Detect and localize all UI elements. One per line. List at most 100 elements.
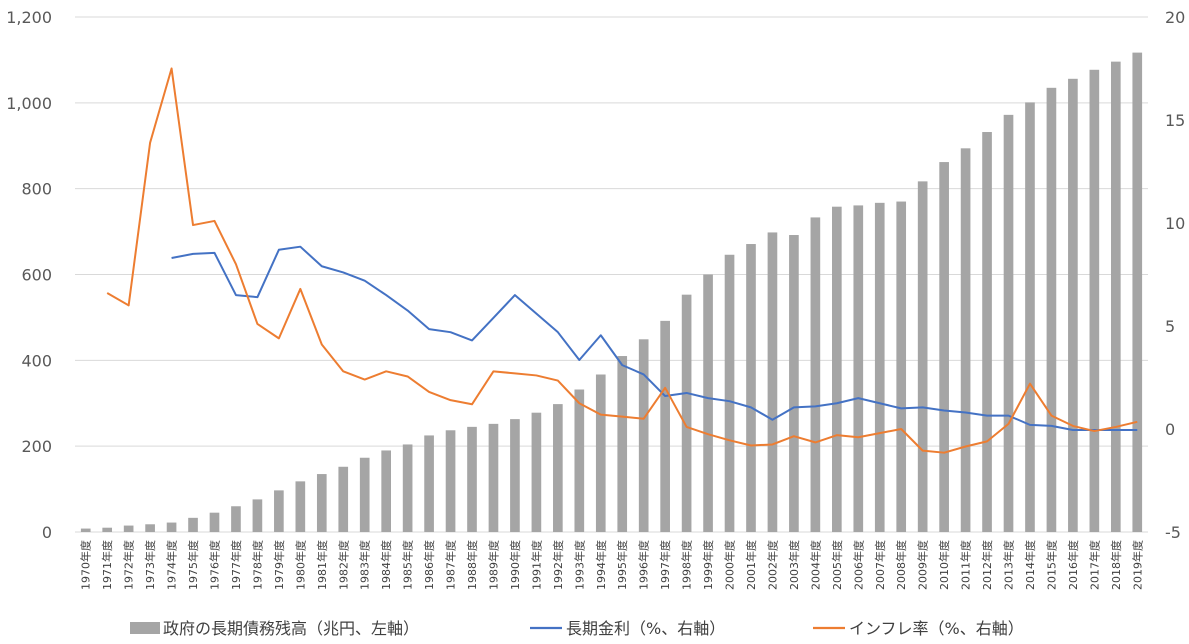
x-tick-label: 1972年度 (122, 540, 136, 590)
x-tick-label: 1983年度 (358, 540, 372, 590)
bar (724, 254, 735, 532)
legend-swatch-debt (130, 622, 160, 634)
bar (896, 201, 907, 532)
bar (939, 162, 949, 532)
x-tick-label: 1975年度 (186, 540, 200, 590)
bar (853, 205, 864, 532)
x-tick-label: 1989年度 (486, 540, 500, 590)
bar (681, 294, 692, 532)
left-tick-label: 600 (21, 266, 52, 285)
bar (617, 356, 628, 532)
bar (810, 217, 821, 532)
x-tick-label: 1978年度 (250, 540, 264, 590)
x-tick-label: 2017年度 (1087, 540, 1101, 590)
x-tick-label: 2019年度 (1130, 540, 1144, 590)
x-tick-label: 1981年度 (315, 540, 329, 590)
right-axis-ticks: -5 0 5 10 15 20 (1165, 8, 1185, 542)
x-tick-label: 1973年度 (143, 540, 157, 590)
right-tick-label: 15 (1165, 111, 1185, 130)
bar (166, 522, 177, 532)
left-tick-label: 200 (21, 437, 52, 456)
x-tick-label: 2010年度 (937, 540, 951, 590)
x-tick-label: 1993年度 (572, 540, 586, 590)
x-tick-label: 2004年度 (808, 540, 822, 590)
bar (209, 512, 220, 532)
line-inflation (106, 67, 1138, 454)
x-tick-label: 1980年度 (293, 540, 307, 590)
x-tick-label: 1994年度 (594, 540, 608, 590)
bar (703, 274, 713, 532)
line-series (106, 67, 1138, 454)
right-tick-label: 20 (1165, 8, 1185, 27)
bar (188, 517, 198, 532)
bar (145, 524, 155, 532)
bar (338, 466, 349, 532)
bar (467, 426, 477, 532)
bar (316, 474, 327, 532)
bar (488, 423, 499, 532)
x-tick-label: 2013年度 (1002, 540, 1016, 590)
x-tick-label: 1977年度 (229, 540, 243, 590)
x-tick-label: 1990年度 (508, 540, 522, 590)
left-tick-label: 1,000 (6, 94, 52, 113)
x-tick-label: 2018年度 (1109, 540, 1123, 590)
left-tick-label: 400 (21, 351, 52, 370)
x-tick-label: 1970年度 (79, 540, 93, 590)
bar (595, 374, 606, 532)
x-tick-label: 1987年度 (444, 540, 458, 590)
x-tick-label: 2008年度 (894, 540, 908, 590)
x-tick-label: 1974年度 (165, 540, 179, 590)
left-tick-label: 800 (21, 180, 52, 199)
bar (553, 404, 563, 532)
bar (424, 435, 434, 532)
bar (1089, 69, 1100, 532)
bar (660, 320, 670, 532)
bar (746, 244, 756, 532)
x-tick-label: 1984年度 (379, 540, 393, 590)
legend-label-rate: 長期金利（%、右軸） (566, 619, 725, 638)
bar (445, 430, 456, 532)
left-tick-label: 0 (42, 523, 52, 542)
bar (231, 506, 241, 532)
legend-label-debt: 政府の長期債務残高（兆円、左軸） (163, 619, 419, 638)
line-long-term-rate (171, 245, 1138, 432)
x-tick-label: 1997年度 (658, 540, 672, 590)
x-tick-label: 1996年度 (637, 540, 651, 590)
bar (1068, 78, 1078, 533)
bar (874, 202, 885, 532)
right-tick-label: 5 (1165, 317, 1175, 336)
x-tick-label: 2000年度 (723, 540, 737, 590)
x-tick-label: 2002年度 (765, 540, 779, 590)
legend: 政府の長期債務残高（兆円、左軸） 長期金利（%、右軸） インフレ率（%、右軸） (130, 619, 1024, 638)
x-tick-label: 2016年度 (1066, 540, 1080, 590)
x-tick-label: 1971年度 (100, 540, 114, 590)
x-tick-label: 1992年度 (551, 540, 565, 590)
x-tick-label: 2006年度 (851, 540, 865, 590)
x-tick-label: 1999年度 (701, 540, 715, 590)
x-tick-label: 1985年度 (401, 540, 415, 590)
x-tick-label: 2001年度 (744, 540, 758, 590)
bar (102, 527, 113, 532)
x-tick-label: 2003年度 (787, 540, 801, 590)
left-tick-label: 1,200 (6, 8, 52, 27)
bar (274, 490, 284, 532)
x-tick-label: 1979年度 (272, 540, 286, 590)
bar (381, 450, 391, 532)
bar (574, 389, 585, 532)
bar (1025, 102, 1035, 532)
legend-label-inflation: インフレ率（%、右軸） (849, 619, 1024, 638)
x-tick-label: 2012年度 (980, 540, 994, 590)
bar (1110, 61, 1121, 533)
bar (1003, 114, 1014, 532)
bar (359, 457, 370, 532)
x-tick-label: 1976年度 (207, 540, 221, 590)
bar (80, 528, 91, 532)
x-tick-label: 2011年度 (959, 540, 973, 590)
x-tick-label: 1995年度 (615, 540, 629, 590)
bar-series-debt (80, 52, 1143, 533)
bar (917, 181, 928, 532)
right-tick-label: 10 (1165, 214, 1185, 233)
bar (123, 525, 134, 532)
bar (832, 206, 842, 533)
